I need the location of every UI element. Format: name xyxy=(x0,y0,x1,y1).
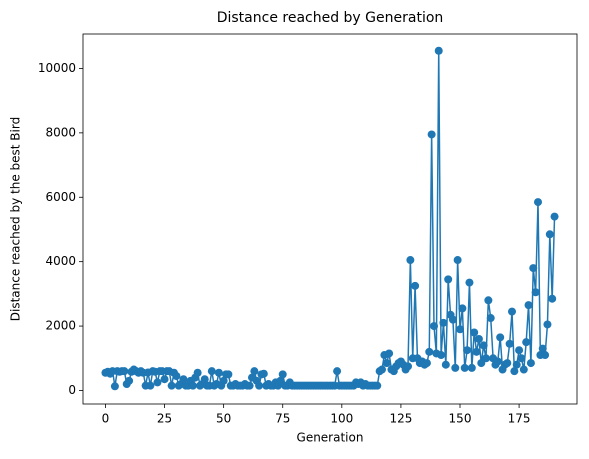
point xyxy=(519,365,528,374)
y-tick-label: 10000 xyxy=(38,61,76,75)
point xyxy=(153,378,162,387)
point xyxy=(458,304,467,313)
point xyxy=(172,371,181,380)
point xyxy=(460,363,469,372)
point xyxy=(448,315,457,324)
y-tick-label: 4000 xyxy=(45,254,76,268)
point xyxy=(259,369,268,378)
point xyxy=(534,198,542,207)
point xyxy=(548,294,557,303)
chart-title: Distance reached by Generation xyxy=(217,10,444,26)
point xyxy=(437,351,446,360)
x-tick-label: 50 xyxy=(216,412,231,426)
point xyxy=(493,357,502,366)
point xyxy=(512,360,521,369)
point xyxy=(430,322,438,331)
point xyxy=(125,376,134,385)
point xyxy=(484,296,493,305)
point xyxy=(439,318,448,327)
point xyxy=(255,381,264,390)
point xyxy=(193,368,202,377)
point xyxy=(278,370,287,379)
point xyxy=(479,341,488,350)
point xyxy=(385,349,394,358)
point xyxy=(474,334,483,343)
point xyxy=(160,375,169,384)
point xyxy=(110,382,119,391)
point xyxy=(529,264,538,273)
y-tick-label: 0 xyxy=(68,383,76,397)
point xyxy=(541,351,550,360)
y-tick-label: 6000 xyxy=(45,190,76,204)
x-tick-label: 150 xyxy=(449,412,472,426)
y-axis-label: Distance reached by the best Bird xyxy=(9,117,23,321)
point xyxy=(200,375,209,384)
point xyxy=(508,307,516,316)
plot-frame xyxy=(82,33,578,405)
point xyxy=(515,346,524,355)
x-tick-label: 0 xyxy=(102,412,110,426)
point xyxy=(146,381,155,390)
point xyxy=(496,333,505,342)
x-tick-label: 125 xyxy=(389,412,412,426)
point xyxy=(250,367,259,376)
point xyxy=(470,328,479,337)
series-line xyxy=(105,50,556,389)
point xyxy=(524,301,533,310)
x-axis-label: Generation xyxy=(297,431,364,445)
point xyxy=(179,375,188,384)
x-tick-label: 175 xyxy=(508,412,531,426)
point xyxy=(434,46,443,55)
point xyxy=(427,130,436,139)
point xyxy=(486,314,495,323)
point xyxy=(517,354,526,363)
point xyxy=(472,347,481,356)
y-tick-label: 2000 xyxy=(45,319,76,333)
point xyxy=(545,230,554,239)
point xyxy=(538,344,547,353)
point xyxy=(444,275,453,284)
point xyxy=(333,367,342,376)
point xyxy=(245,381,254,390)
point xyxy=(224,370,233,379)
point xyxy=(214,368,223,377)
point xyxy=(188,381,197,390)
point xyxy=(441,360,450,369)
point xyxy=(543,320,552,329)
point xyxy=(463,346,472,355)
point xyxy=(550,212,559,221)
point xyxy=(531,288,540,297)
point xyxy=(451,363,460,372)
x-tick-label: 25 xyxy=(157,412,172,426)
point xyxy=(522,338,531,347)
point xyxy=(456,325,464,334)
point xyxy=(167,381,176,390)
x-tick-label: 100 xyxy=(330,412,353,426)
x-tick-label: 75 xyxy=(275,412,290,426)
point xyxy=(482,354,490,363)
point xyxy=(382,359,391,368)
point xyxy=(510,367,519,376)
point xyxy=(207,367,216,376)
point xyxy=(219,376,228,385)
point xyxy=(404,362,412,371)
point xyxy=(406,256,415,265)
point xyxy=(373,381,382,390)
point xyxy=(411,281,420,290)
point xyxy=(453,256,462,265)
point xyxy=(120,367,129,376)
point xyxy=(505,339,514,348)
point xyxy=(526,359,535,368)
point xyxy=(422,359,431,368)
point xyxy=(378,365,386,374)
point xyxy=(465,278,474,287)
y-tick-label: 8000 xyxy=(45,125,76,139)
point xyxy=(467,363,476,372)
point xyxy=(425,347,434,356)
point xyxy=(503,359,512,368)
